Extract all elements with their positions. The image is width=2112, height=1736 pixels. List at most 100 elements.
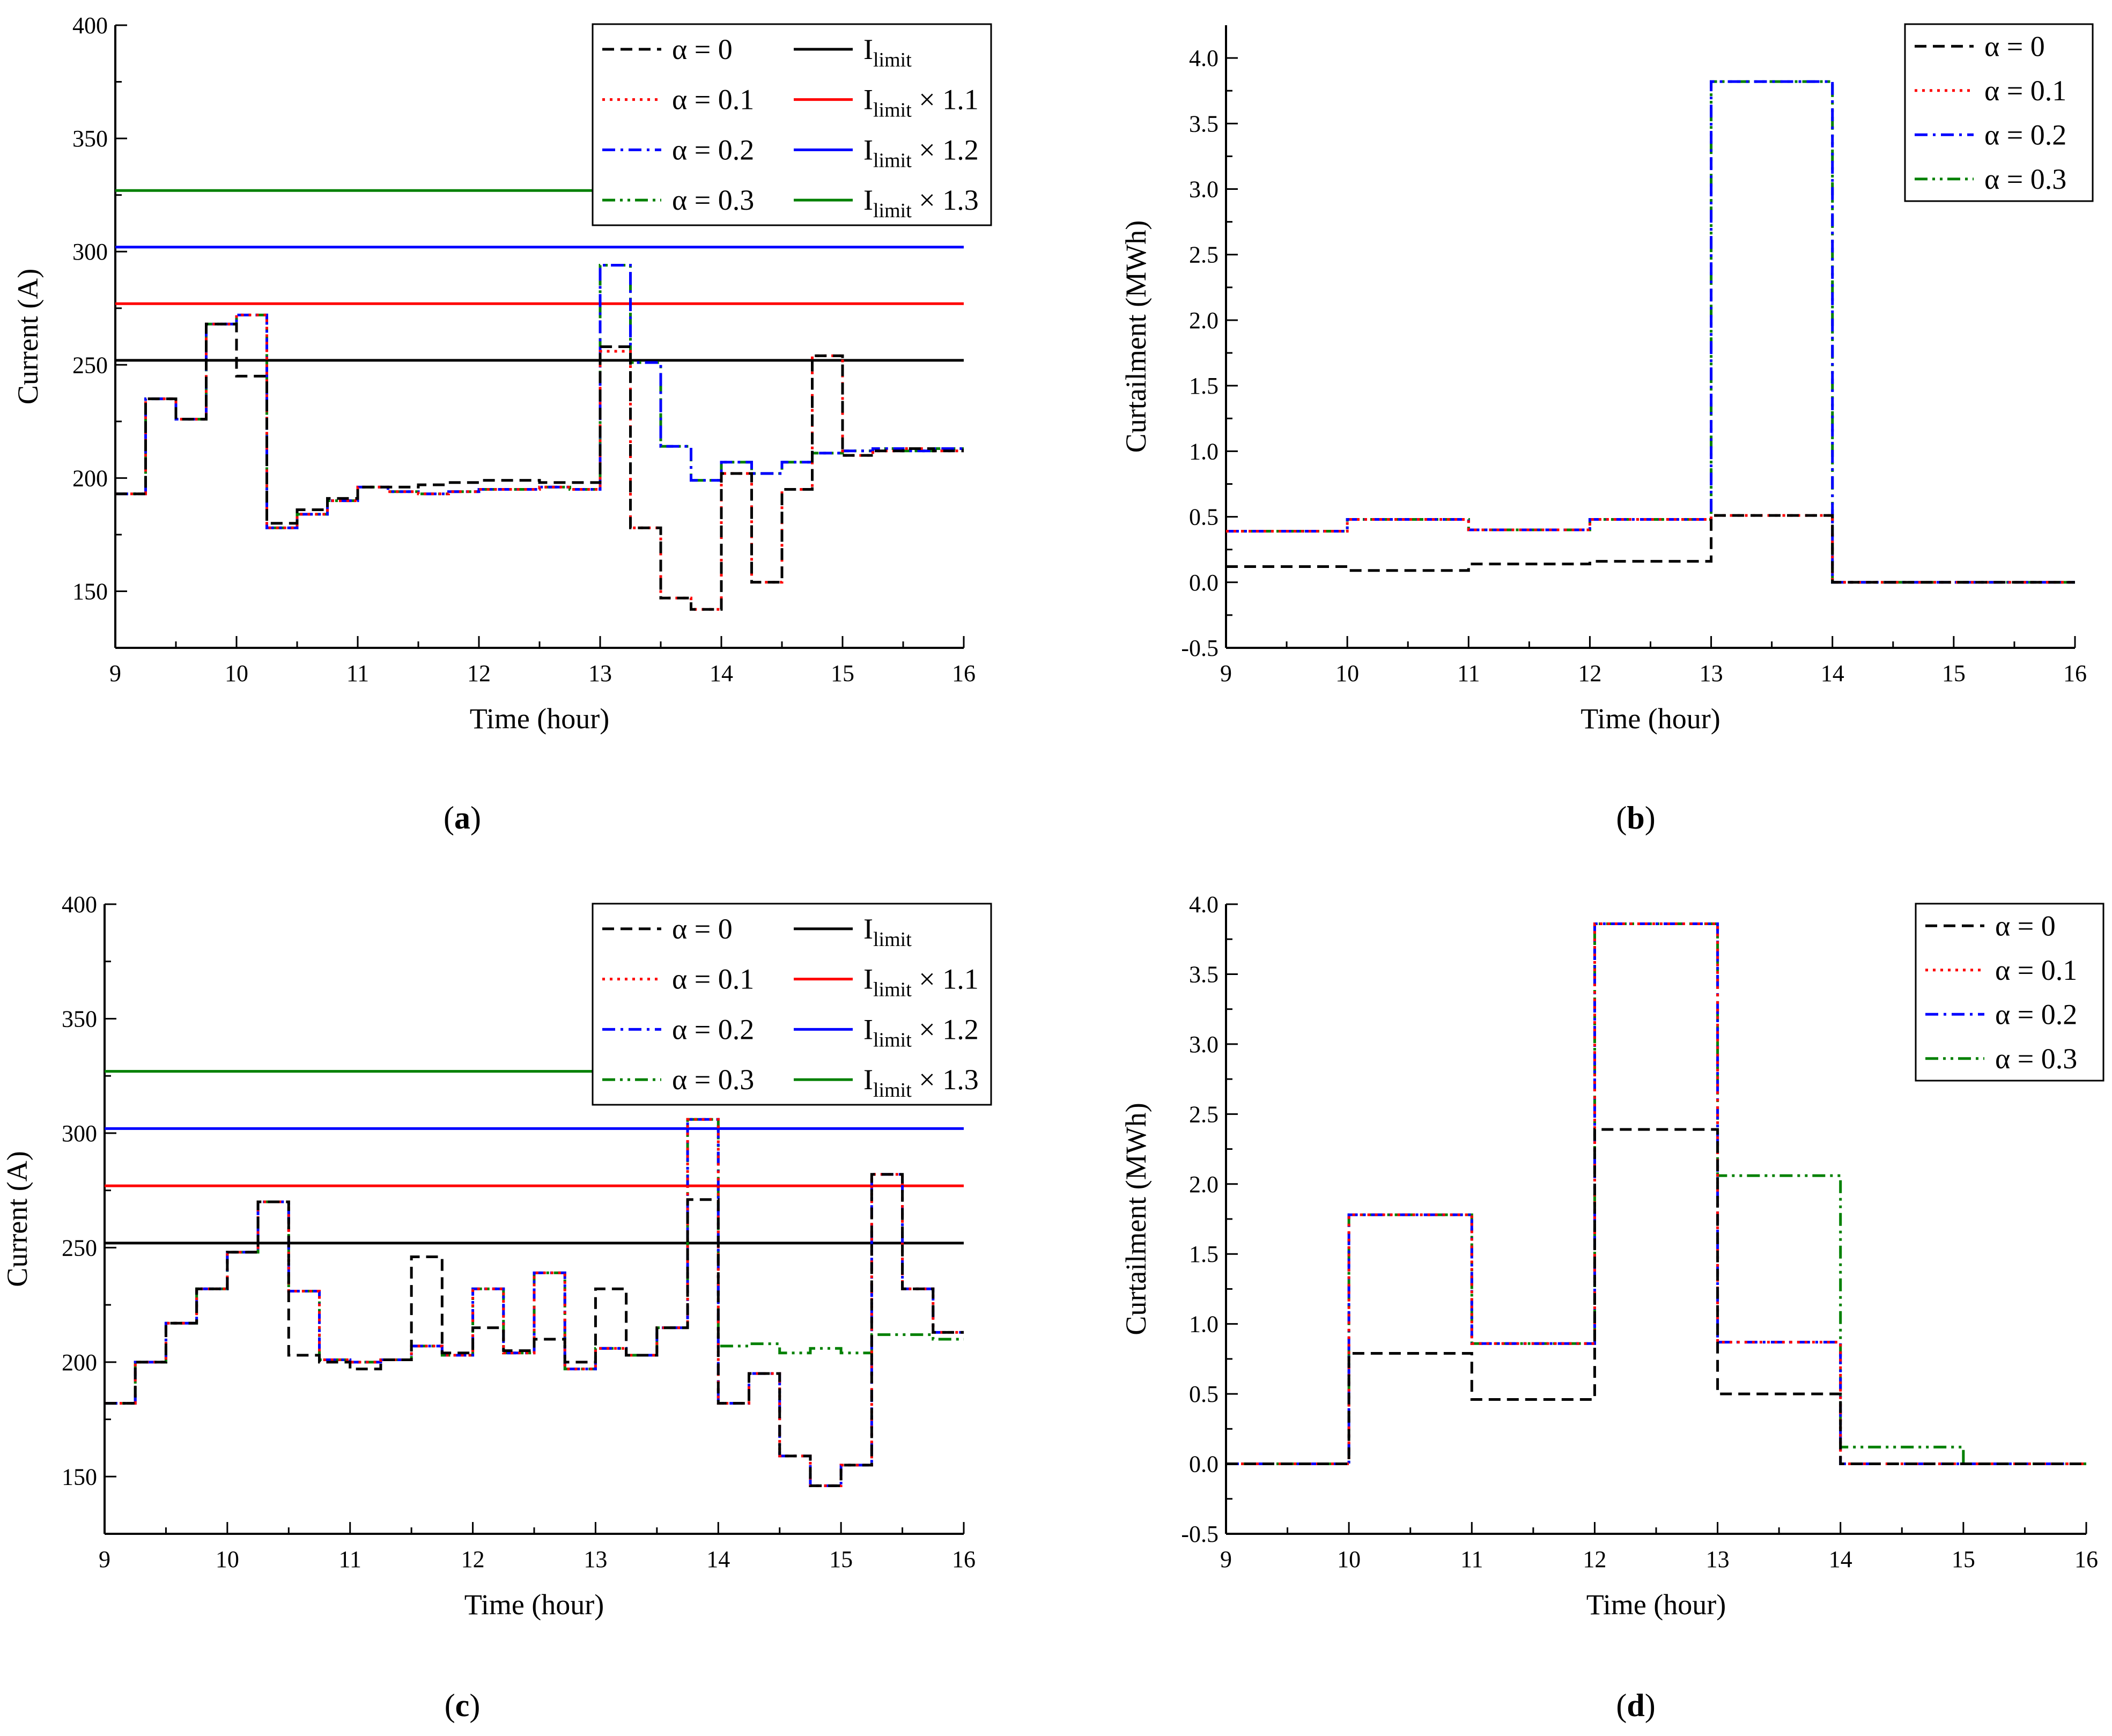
series-line <box>105 1118 964 1487</box>
series-line <box>1226 514 2075 584</box>
x-axis-title: Time (hour) <box>1586 1589 1726 1621</box>
series-line <box>105 1118 964 1405</box>
series-line <box>1226 922 2086 1466</box>
panel-caption: (d) <box>1616 1688 1655 1723</box>
x-tick-label: 9 <box>1220 1546 1232 1572</box>
legend-box <box>1915 903 2104 1082</box>
plot-area <box>1226 922 2086 1466</box>
legend-label: Ilimit × 1.3 <box>863 184 979 222</box>
y-tick-label: 1.0 <box>1189 1311 1219 1338</box>
x-tick-label: 15 <box>831 660 854 686</box>
y-tick-label: 0.0 <box>1189 1451 1219 1478</box>
x-axis-title: Time (hour) <box>1581 703 1720 735</box>
y-tick-label: 250 <box>62 1235 97 1261</box>
series-line <box>115 322 964 611</box>
x-axis-title: Time (hour) <box>464 1589 604 1621</box>
x-tick-label: 16 <box>952 1546 976 1572</box>
x-tick-label: 16 <box>2074 1546 2098 1572</box>
x-tick-label: 14 <box>710 660 733 686</box>
y-tick-label: 0.5 <box>1189 504 1219 530</box>
y-tick-label: 2.5 <box>1189 242 1219 268</box>
y-axis-title: Curtailment (MWh) <box>1120 1103 1152 1335</box>
x-tick-label: 15 <box>1942 660 1966 686</box>
y-tick-label: 4.0 <box>1189 891 1219 918</box>
legend-label: α = 0.3 <box>1995 1043 2077 1075</box>
legend-label: α = 0.1 <box>672 963 754 995</box>
x-tick-label: 13 <box>584 1546 607 1572</box>
legend-box <box>592 903 992 1106</box>
panel-caption: (c) <box>445 1688 481 1723</box>
x-tick-label: 9 <box>109 660 121 686</box>
series-line <box>105 1173 964 1487</box>
y-tick-label: 250 <box>72 352 108 378</box>
legend-box <box>592 23 992 226</box>
y-tick-label: 1.5 <box>1189 373 1219 399</box>
legend-label: Ilimit <box>863 913 912 951</box>
series-line <box>115 313 964 611</box>
y-tick-label: 3.0 <box>1189 1031 1219 1058</box>
x-tick-label: 10 <box>1335 660 1359 686</box>
plot-area <box>115 189 964 611</box>
legend-label: α = 0.1 <box>672 84 754 116</box>
plot-area <box>1226 80 2075 584</box>
x-tick-label: 15 <box>1952 1546 1975 1572</box>
legend-label: α = 0 <box>1984 30 2045 62</box>
panel-b: 9 10 11 12 13 14 15 16 -0.5 0.0 0.5 1.0 1.5 2.0 2.5 3.0… <box>1120 23 2094 836</box>
legend-label: α = 0.1 <box>1995 954 2077 986</box>
x-tick-label: 16 <box>2063 660 2087 686</box>
legend-label: Ilimit × 1.1 <box>863 963 979 1001</box>
legend-label: α = 0.2 <box>672 134 754 166</box>
x-tick-label: 15 <box>829 1546 853 1572</box>
series-line <box>1226 514 2075 584</box>
y-tick-label: 4.0 <box>1189 45 1219 71</box>
legend-label: α = 0.3 <box>672 1063 754 1096</box>
x-tick-label: 9 <box>99 1546 110 1572</box>
legend-label: Ilimit × 1.3 <box>863 1063 979 1102</box>
x-axis-title: Time (hour) <box>470 703 610 735</box>
legend-label: α = 0 <box>672 913 733 945</box>
y-tick-label: 2.0 <box>1189 1171 1219 1198</box>
x-tick-label: 14 <box>1829 1546 1852 1572</box>
legend-label: Ilimit × 1.2 <box>863 134 979 172</box>
y-tick-label: 350 <box>72 125 108 152</box>
y-tick-label: 0.5 <box>1189 1381 1219 1407</box>
x-tick-label: 16 <box>952 660 976 686</box>
x-tick-label: 13 <box>1700 660 1723 686</box>
series-line <box>1226 922 2086 1466</box>
y-tick-label: 200 <box>72 465 108 491</box>
y-tick-label: -0.5 <box>1181 1521 1219 1547</box>
legend-label: Ilimit × 1.2 <box>863 1013 979 1051</box>
y-tick-label: -0.5 <box>1181 635 1219 661</box>
y-tick-label: 1.0 <box>1189 438 1219 464</box>
panel-caption: (a) <box>444 800 481 836</box>
y-tick-label: 2.5 <box>1189 1101 1219 1127</box>
y-axis-title: Current (A) <box>12 269 44 404</box>
panel-c: 9 10 11 12 13 14 15 16 150 200 250 300 350 400 Time (h… <box>1 891 992 1723</box>
series-line <box>1226 1128 2086 1466</box>
legend-label: α = 0.3 <box>1984 163 2066 195</box>
x-tick-label: 11 <box>339 1546 361 1572</box>
legend-label: α = 0.2 <box>1984 119 2066 151</box>
x-tick-label: 12 <box>461 1546 485 1572</box>
legend-label: α = 0 <box>672 33 733 65</box>
y-tick-label: 300 <box>62 1120 97 1147</box>
y-tick-label: 400 <box>72 12 108 39</box>
legend-label: α = 0.2 <box>672 1013 754 1045</box>
legend-label: α = 0.2 <box>1995 998 2077 1030</box>
y-tick-label: 0.0 <box>1189 570 1219 596</box>
y-tick-label: 400 <box>62 891 97 918</box>
x-tick-label: 11 <box>346 660 369 686</box>
x-tick-label: 13 <box>588 660 612 686</box>
legend-label: α = 0 <box>1995 910 2056 942</box>
plot-area <box>105 1070 964 1487</box>
legend-label: Ilimit × 1.1 <box>863 84 979 122</box>
legend-label: α = 0.3 <box>672 184 754 216</box>
x-tick-label: 14 <box>706 1546 730 1572</box>
x-tick-label: 10 <box>216 1546 239 1572</box>
panel-caption: (b) <box>1616 800 1655 836</box>
y-tick-label: 2.0 <box>1189 307 1219 334</box>
x-tick-label: 10 <box>1337 1546 1361 1572</box>
panel-a: 9 10 11 12 13 14 15 16 150 200 250 300 350 400 Time (h… <box>12 12 992 836</box>
x-tick-label: 12 <box>1583 1546 1606 1572</box>
